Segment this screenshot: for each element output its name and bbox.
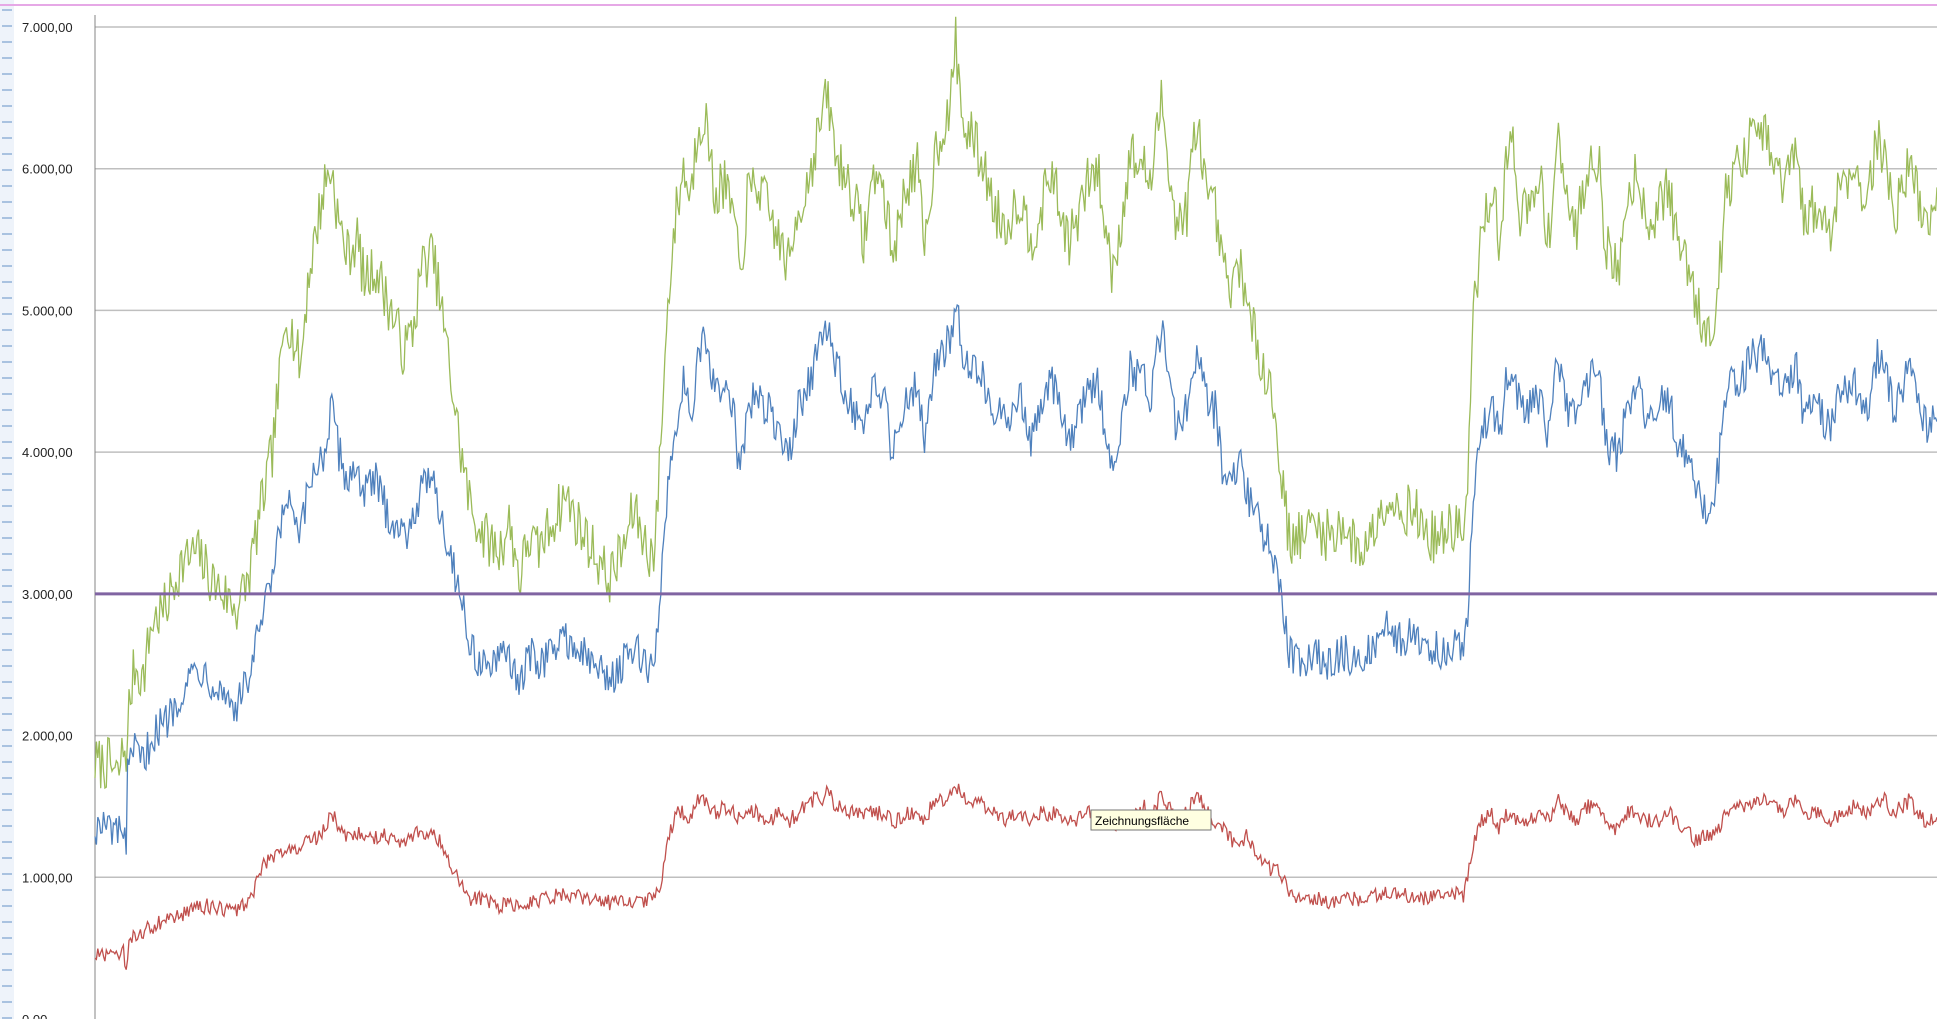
tooltip-text: Zeichnungsfläche [1095,814,1189,828]
y-tick-label: 2.000,00 [22,729,73,744]
y-tick-labels: 0,00 1.000,00 2.000,00 3.000,00 4.000,00 5.00… [22,20,73,1019]
gridlines [95,26,1937,879]
y-tick-label: 5.000,00 [22,303,73,318]
plot-series [94,16,1937,970]
tooltip-box [1090,809,1212,831]
y-tick-label: 0,00 [22,1012,47,1019]
left-edge-ruler [0,0,14,1019]
y-tick-label: 6.000,00 [22,162,73,177]
ruler-bar [0,0,14,1019]
y-tick-label: 3.000,00 [22,587,73,602]
y-tick-label: 1.000,00 [22,870,73,885]
plot-area-tooltip: Zeichnungsfläche [1090,809,1212,831]
series-red-line [94,783,1937,970]
series-blue-line [94,303,1937,855]
series-green-line [94,16,1937,790]
y-tick-label: 4.000,00 [22,445,73,460]
y-tick-label: 7.000,00 [22,20,73,35]
